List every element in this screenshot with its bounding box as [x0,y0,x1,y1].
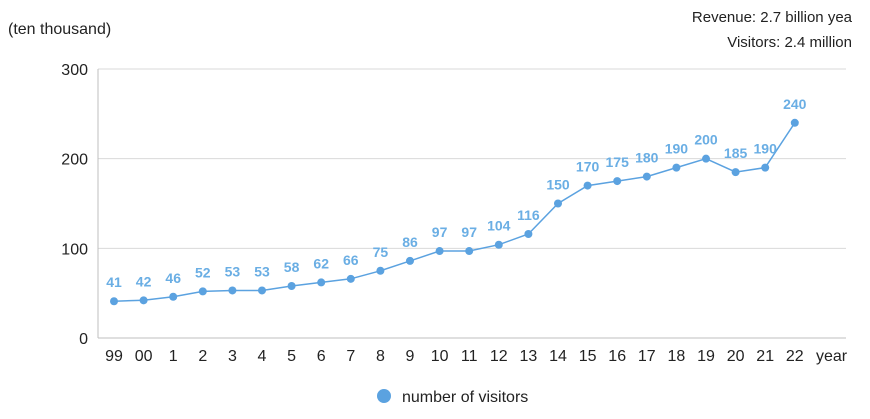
data-label: 200 [694,132,718,148]
x-tick-label: 5 [287,348,296,365]
data-point [198,287,207,296]
data-point [406,256,414,265]
data-point [376,266,385,275]
series-layer [110,118,799,306]
data-point [642,172,651,181]
x-tick-label: 4 [258,348,267,365]
data-point [258,286,266,295]
x-tick-label: 99 [105,348,123,365]
data-label: 42 [136,273,152,289]
data-label: 116 [517,207,540,223]
x-tick-label: 2 [198,348,207,365]
data-label: 170 [576,159,600,175]
x-tick-label: 7 [346,348,355,365]
revenue-note: Revenue: 2.7 billion yea [692,9,853,26]
data-labels: 41 42 46 52 53 53 58 62 66 75 86 97 97 104 116 150 170 17… [106,96,806,290]
data-label: 175 [606,154,630,170]
data-label: 185 [724,145,748,161]
data-label: 97 [432,224,448,240]
y-tick-label: 200 [61,152,88,169]
data-label: 240 [783,96,807,112]
data-label: 46 [165,270,181,286]
y-tick-label: 100 [61,241,88,258]
x-tick-label: 6 [317,348,326,365]
x-tick-label: 20 [727,348,745,365]
visitors-note: Visitors: 2.4 million [727,34,852,51]
y-tick-label: 300 [61,62,88,79]
data-point [346,274,355,283]
data-label: 190 [754,141,778,157]
data-label: 62 [313,255,329,271]
data-point [524,229,533,238]
data-label: 97 [461,224,477,240]
x-tick-label: 10 [431,348,449,365]
data-point [287,281,296,290]
x-axis-ticks: 99 00 1 2 3 4 5 6 7 8 9 10 11 12 13 14 15 16 17 18 19 20 21 22 [105,348,804,365]
x-tick-label: 16 [608,348,626,365]
data-point [435,247,444,256]
data-point [554,199,562,208]
x-tick-label: 15 [579,348,597,365]
x-tick-label: 3 [228,348,237,365]
x-tick-label: 8 [376,348,385,365]
y-axis-ticks: 0 100 200 300 [61,62,88,348]
data-point [110,297,118,306]
data-label: 190 [665,141,689,157]
data-point [790,118,799,127]
x-tick-label: 13 [520,348,538,365]
data-label: 180 [635,150,659,166]
x-tick-label: 11 [461,348,478,365]
data-point [761,163,770,172]
data-label: 41 [106,274,122,290]
data-point [228,286,237,295]
data-point [139,296,148,305]
legend-marker [377,389,391,403]
data-point [494,240,503,249]
x-tick-label: 19 [697,348,715,365]
legend-label: number of visitors [402,389,528,406]
data-label: 53 [225,263,241,279]
x-axis-label: year [816,348,848,365]
y-tick-label: 0 [79,331,88,348]
data-point [731,168,740,177]
y-unit-label: (ten thousand) [8,21,111,38]
data-point [583,181,592,190]
data-point [702,154,710,163]
x-tick-label: 21 [756,348,774,365]
data-label: 53 [254,263,270,279]
data-label: 66 [343,252,359,268]
grid-lines [97,68,846,339]
data-label: 75 [373,244,389,260]
x-tick-label: 22 [786,348,804,365]
x-tick-label: 00 [135,348,153,365]
x-tick-label: 12 [490,348,508,365]
x-tick-label: 18 [668,348,686,365]
data-point [317,278,326,287]
data-label: 150 [546,177,570,193]
data-label: 52 [195,264,211,280]
visitors-series-line [113,122,796,302]
x-tick-label: 9 [406,348,415,365]
legend: number of visitors [377,389,528,406]
data-label: 104 [487,218,511,234]
data-label: 86 [402,234,418,250]
x-tick-label: 17 [638,348,656,365]
data-point [169,292,178,301]
data-label: 58 [284,259,300,275]
x-tick-label: 14 [549,348,567,365]
x-tick-label: 1 [169,348,178,365]
data-point [613,177,622,186]
data-point [672,163,681,172]
data-point [465,247,474,256]
